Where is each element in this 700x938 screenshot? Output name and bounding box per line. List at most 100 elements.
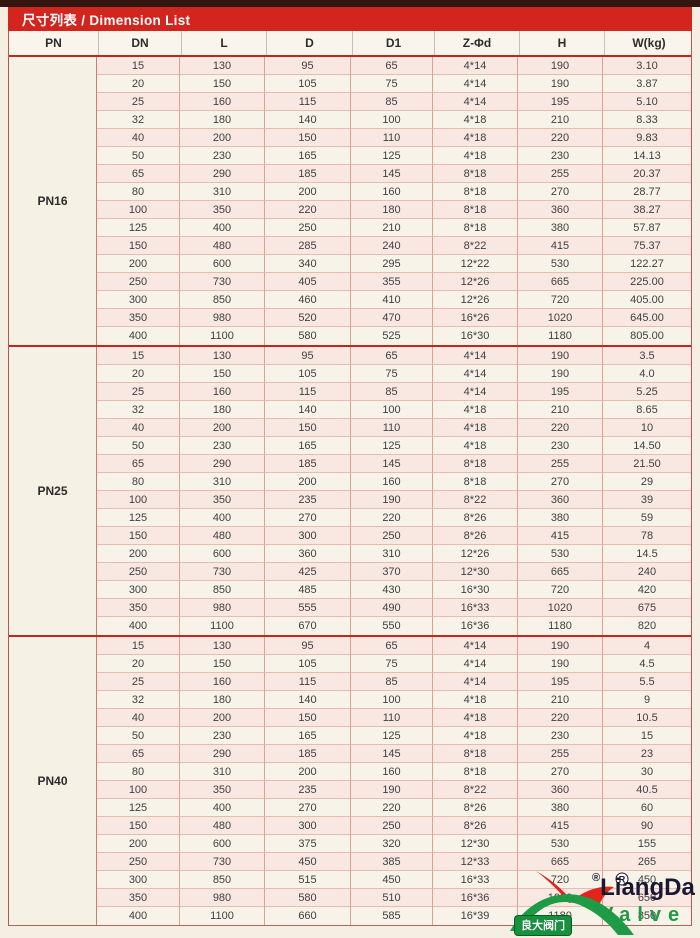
table-cell: 75 [351, 75, 433, 93]
table-row: 125 400 270 220 8*26 380 59 [97, 509, 691, 527]
table-cell: 100 [351, 111, 433, 129]
table-cell: 1020 [518, 889, 603, 907]
table-row: 350 980 520 470 16*26 1020 645.00 [97, 309, 691, 327]
table-cell: 115 [265, 93, 351, 111]
table-row: 200 600 360 310 12*26 530 14.5 [97, 545, 691, 563]
table-cell: 150 [97, 237, 180, 255]
table-row: 25 160 115 85 4*14 195 5.25 [97, 383, 691, 401]
table-cell: 125 [351, 727, 433, 745]
table-cell: 210 [518, 691, 603, 709]
table-cell: 210 [351, 219, 433, 237]
table-cell: 300 [97, 581, 180, 599]
table-row: 300 850 485 430 16*30 720 420 [97, 581, 691, 599]
table-cell: 8*26 [433, 527, 518, 545]
table-cell: 14.50 [603, 437, 691, 455]
table-row: 250 730 425 370 12*30 665 240 [97, 563, 691, 581]
table-cell: 220 [518, 419, 603, 437]
table-cell: 50 [97, 437, 180, 455]
table-cell: 110 [351, 709, 433, 727]
table-cell: 270 [265, 799, 351, 817]
table-row: 80 310 200 160 8*18 270 28.77 [97, 183, 691, 201]
section-rows: 15 130 95 65 4*14 190 4 20 150 105 75 4*14 190 4.5 25 1… [97, 637, 691, 925]
table-cell: 165 [265, 437, 351, 455]
table-cell: 220 [518, 129, 603, 147]
table-cell: 4*14 [433, 673, 518, 691]
table-cell: 290 [180, 745, 265, 763]
table-cell: 40 [97, 419, 180, 437]
table-cell: 14.5 [603, 545, 691, 563]
table-cell: 375 [265, 835, 351, 853]
table-cell: 8*18 [433, 165, 518, 183]
table-row: 150 480 285 240 8*22 415 75.37 [97, 237, 691, 255]
table-cell: 140 [265, 111, 351, 129]
table-cell: 9.83 [603, 129, 691, 147]
table-cell: 190 [518, 637, 603, 655]
table-cell: 195 [518, 383, 603, 401]
table-row: 50 230 165 125 4*18 230 14.50 [97, 437, 691, 455]
table-cell: 140 [265, 401, 351, 419]
table-cell: 165 [265, 727, 351, 745]
table-cell: 12*26 [433, 545, 518, 563]
table-cell: 122.27 [603, 255, 691, 273]
table-cell: 4*18 [433, 437, 518, 455]
table-cell: 350 [180, 491, 265, 509]
table-cell: 350 [97, 889, 180, 907]
table-cell: 8*18 [433, 201, 518, 219]
table-cell: 340 [265, 255, 351, 273]
table-cell: 200 [265, 763, 351, 781]
table-cell: 310 [180, 473, 265, 491]
table-cell: 360 [265, 545, 351, 563]
table-cell: 400 [180, 219, 265, 237]
table-row: 32 180 140 100 4*18 210 9 [97, 691, 691, 709]
table-cell: 415 [518, 237, 603, 255]
table-cell: 95 [265, 57, 351, 75]
table-cell: 50 [97, 727, 180, 745]
table-cell: 150 [265, 709, 351, 727]
table-cell: 235 [265, 491, 351, 509]
table-cell: 9 [603, 691, 691, 709]
table-cell: 39 [603, 491, 691, 509]
table-cell: 420 [603, 581, 691, 599]
table-cell: 225.00 [603, 273, 691, 291]
table-cell: 490 [351, 599, 433, 617]
table-cell: 300 [97, 291, 180, 309]
table-cell: 720 [518, 581, 603, 599]
table-cell: 480 [180, 817, 265, 835]
table-cell: 65 [351, 57, 433, 75]
table-cell: 270 [518, 763, 603, 781]
table-cell: 250 [97, 563, 180, 581]
table-cell: 255 [518, 165, 603, 183]
table-row: 80 310 200 160 8*18 270 29 [97, 473, 691, 491]
table-row: 50 230 165 125 4*18 230 15 [97, 727, 691, 745]
table-cell: 600 [180, 255, 265, 273]
table-cell: 100 [97, 201, 180, 219]
table-row: 20 150 105 75 4*14 190 4.0 [97, 365, 691, 383]
table-cell: 4*18 [433, 419, 518, 437]
table-cell: 270 [518, 183, 603, 201]
table-cell: 100 [97, 491, 180, 509]
table-cell: 600 [180, 545, 265, 563]
header-cell-dn: DN [99, 31, 182, 55]
table-cell: 160 [180, 93, 265, 111]
table-cell: 730 [180, 853, 265, 871]
table-cell: 255 [518, 455, 603, 473]
table-cell: 130 [180, 637, 265, 655]
table-cell: 100 [351, 401, 433, 419]
table-cell: 4 [603, 637, 691, 655]
table-cell: 32 [97, 111, 180, 129]
pn-label: PN40 [9, 637, 97, 925]
table-cell: 8*22 [433, 781, 518, 799]
table-row: 350 980 555 490 16*33 1020 675 [97, 599, 691, 617]
table-cell: 1100 [180, 907, 265, 925]
table-cell: 16*26 [433, 309, 518, 327]
table-cell: 1020 [518, 309, 603, 327]
table-cell: 85 [351, 673, 433, 691]
table-cell: 28.77 [603, 183, 691, 201]
table-cell: 4*14 [433, 57, 518, 75]
table-cell: 78 [603, 527, 691, 545]
table-cell: 550 [351, 617, 433, 635]
table-cell: 5.25 [603, 383, 691, 401]
table-cell: 180 [180, 401, 265, 419]
header-cell-zphid: Z-Φd [435, 31, 520, 55]
table-cell: 12*33 [433, 853, 518, 871]
